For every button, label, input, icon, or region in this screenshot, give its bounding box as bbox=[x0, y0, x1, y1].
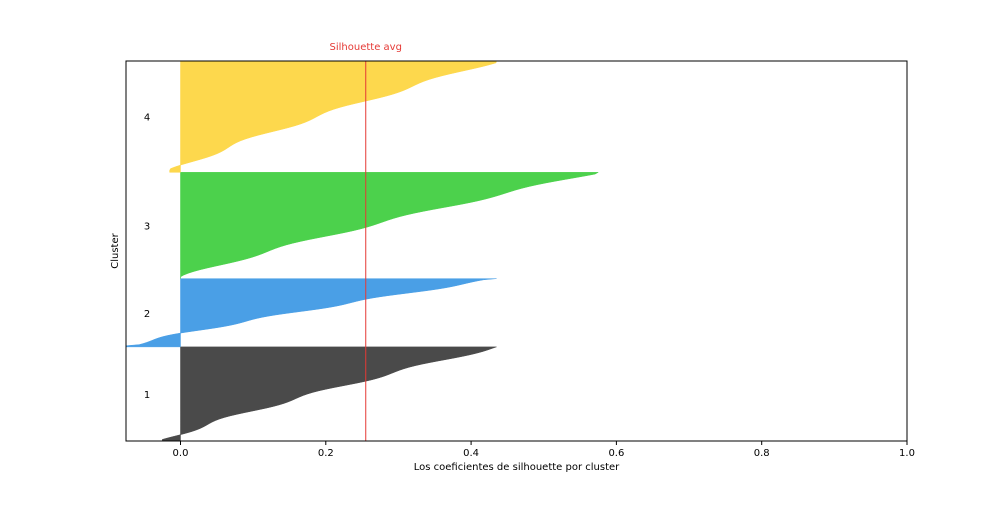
cluster-label-2: 2 bbox=[144, 309, 150, 320]
cluster-2-silhouette bbox=[125, 278, 497, 348]
x-tick-label: 0.8 bbox=[754, 448, 770, 459]
silhouette-avg-label: Silhouette avg bbox=[330, 42, 402, 53]
cluster-labels: 1 2 3 4 bbox=[144, 113, 150, 401]
x-tick-label: 1.0 bbox=[899, 448, 915, 459]
x-tick-label: 0.4 bbox=[463, 448, 479, 459]
cluster-label-1: 1 bbox=[144, 390, 150, 401]
cluster-1-silhouette bbox=[162, 346, 497, 442]
cluster-4-silhouette bbox=[169, 60, 497, 173]
x-axis-ticks: 0.0 0.2 0.4 0.6 0.8 1.0 bbox=[173, 441, 915, 459]
plot-frame bbox=[125, 60, 908, 442]
x-axis-label: Los coeficientes de silhouette por clust… bbox=[414, 462, 620, 473]
cluster-label-4: 4 bbox=[144, 113, 150, 124]
cluster-fills bbox=[125, 60, 600, 442]
x-tick-label: 0.6 bbox=[608, 448, 624, 459]
y-axis-label: Cluster bbox=[110, 232, 121, 268]
x-tick-label: 0.2 bbox=[318, 448, 334, 459]
cluster-label-3: 3 bbox=[144, 221, 150, 232]
x-tick-label: 0.0 bbox=[173, 448, 189, 459]
cluster-3-silhouette bbox=[180, 172, 600, 279]
